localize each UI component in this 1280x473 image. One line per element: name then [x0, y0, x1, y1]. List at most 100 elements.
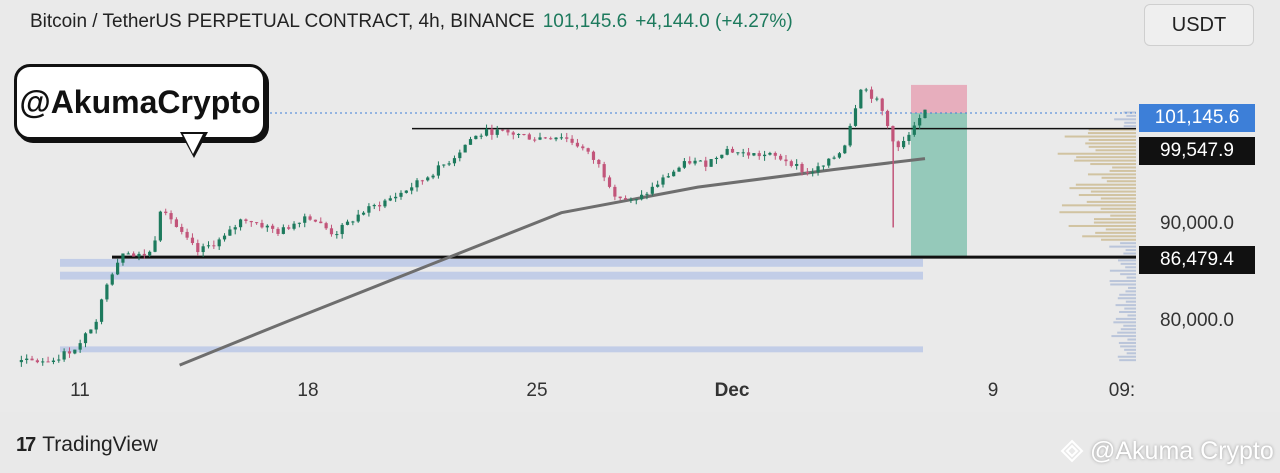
candle-body	[853, 108, 858, 126]
volume-bar	[1093, 221, 1136, 224]
moving-average-line	[179, 157, 926, 367]
volume-bar	[1085, 142, 1136, 145]
candle-body	[607, 177, 612, 187]
volume-bar	[1059, 211, 1136, 214]
volume-bar	[1119, 359, 1136, 362]
volume-bar	[1064, 135, 1136, 138]
candle-body	[132, 253, 136, 257]
volume-bar	[1090, 163, 1136, 166]
candle-body	[869, 89, 874, 99]
candle-body	[329, 228, 334, 235]
candle-body	[73, 349, 77, 354]
candle-body	[736, 152, 740, 154]
moving-average	[179, 157, 926, 367]
tradingview-logo[interactable]: 17 TradingView	[16, 432, 158, 458]
volume-bar	[1100, 207, 1136, 210]
candle-body	[292, 223, 296, 229]
volume-bar	[1120, 273, 1136, 276]
volume-bar	[1110, 214, 1136, 217]
candle-body	[768, 152, 772, 155]
candle-body	[640, 194, 644, 200]
candle-body	[372, 205, 376, 207]
currency-button[interactable]: USDT	[1144, 4, 1254, 46]
volume-bar	[1109, 169, 1136, 172]
candle-body	[672, 171, 676, 177]
candle-body	[896, 141, 900, 148]
candle-body	[212, 245, 216, 247]
candle-body	[142, 253, 146, 256]
chart-header: Bitcoin / TetherUS PERPETUAL CONTRACT, 4…	[30, 10, 793, 34]
volume-bar	[1125, 300, 1136, 303]
candle-body	[303, 216, 307, 223]
candle-body	[661, 177, 665, 185]
volume-bar	[1117, 297, 1136, 300]
tradingview-logo-text: TradingView	[42, 433, 158, 456]
candle-body	[698, 160, 703, 162]
candle-body	[570, 138, 574, 143]
candle-body	[452, 158, 457, 164]
candle-body	[859, 89, 863, 109]
candles	[19, 86, 927, 367]
volume-bar	[1127, 286, 1136, 289]
candle-body	[795, 163, 799, 166]
candle-body	[805, 172, 809, 174]
volume-profile	[1057, 111, 1136, 362]
demand-zone	[60, 346, 923, 353]
candle-body	[78, 343, 82, 350]
candle-body	[19, 360, 23, 363]
candle-body	[308, 216, 312, 220]
volume-bar	[1125, 290, 1136, 293]
candle-body	[885, 110, 890, 127]
take-profit-zone	[911, 112, 967, 258]
watermark: @Akuma Crypto	[1060, 436, 1274, 466]
volume-bar	[1106, 180, 1136, 183]
volume-bar	[1086, 200, 1136, 203]
candle-body	[228, 229, 232, 236]
volume-bar	[1117, 331, 1136, 334]
candle-body	[907, 134, 911, 141]
candle-body	[367, 206, 371, 213]
candle-body	[912, 125, 916, 135]
stop-loss-zone	[911, 84, 967, 113]
candle-body	[629, 199, 633, 201]
candle-body	[67, 351, 72, 354]
demand-zone	[60, 258, 923, 267]
x-tick-label: 25	[526, 380, 547, 401]
volume-bar	[1115, 317, 1136, 320]
candle-body	[164, 211, 168, 214]
volume-bar	[1087, 173, 1136, 176]
x-tick-label: 09:	[1109, 380, 1135, 401]
candle-body	[720, 154, 724, 158]
candle-body	[623, 198, 628, 200]
candle-body	[361, 212, 366, 215]
candle-body	[902, 140, 906, 148]
candle-body	[388, 198, 392, 201]
candle-body	[581, 146, 585, 149]
chart-panel[interactable]: 11 18 25 Dec 9 09: Bitcoin / TetherUS PERPETU…	[0, 0, 1280, 412]
candle-body	[233, 227, 237, 230]
volume-bar	[1123, 111, 1136, 114]
volume-bar	[1082, 235, 1136, 238]
speech-tail-fill	[183, 134, 203, 154]
candle-body	[62, 351, 66, 360]
volume-bar	[1123, 125, 1136, 128]
candle-body	[394, 196, 398, 199]
volume-bar	[1120, 345, 1136, 348]
candle-body	[249, 220, 253, 223]
candle-body	[447, 163, 451, 165]
candle-body	[25, 358, 29, 361]
header-price: 101,145.6	[542, 11, 628, 32]
candle-body	[260, 222, 264, 228]
volume-bar	[1124, 307, 1136, 310]
volume-bar	[1114, 118, 1136, 121]
volume-bar	[1118, 341, 1136, 344]
candle-body	[682, 161, 686, 168]
price-chart[interactable]: 11 18 25 Dec 9 09:	[0, 0, 1280, 412]
demand-zones	[60, 258, 923, 353]
volume-bar	[1117, 259, 1136, 262]
x-tick-label: Dec	[715, 380, 750, 401]
candle-body	[752, 153, 756, 156]
candle-body	[281, 227, 285, 234]
volume-bar	[1126, 276, 1136, 279]
header-change: +4,144.0 (+4.27%)	[635, 11, 793, 32]
